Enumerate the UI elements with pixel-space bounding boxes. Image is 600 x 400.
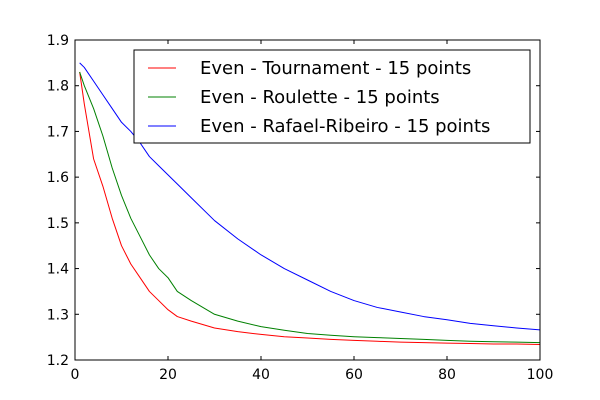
- x-tick-label: 20: [159, 367, 177, 383]
- legend-label-1: Even - Tournament - 15 points: [200, 58, 471, 79]
- ticks-layer: 0 20 40 60 80 100 1.2 1.3 1.4 1.5 1.6 1.7 1.8 1.9: [47, 33, 554, 383]
- y-tick-label: 1.2: [47, 353, 69, 369]
- series-line-2: [79, 71, 541, 344]
- x-tick-label: 100: [527, 367, 554, 383]
- y-tick-label: 1.5: [47, 216, 69, 232]
- legend: Even - Tournament - 15 points Even - Roul…: [133, 49, 531, 144]
- series-line-1: [79, 71, 541, 345]
- y-tick-label: 1.3: [47, 307, 69, 323]
- legend-label-2: Even - Roulette - 15 points: [200, 87, 440, 108]
- y-tick-label: 1.7: [47, 124, 69, 140]
- x-tick-label: 60: [345, 367, 363, 383]
- y-tick-label: 1.9: [47, 33, 69, 49]
- series-layer: [79, 62, 541, 345]
- x-tick-label: 40: [252, 367, 270, 383]
- y-tick-label: 1.6: [47, 170, 69, 186]
- x-tick-label: 80: [438, 367, 456, 383]
- legend-box: [133, 49, 531, 144]
- x-tick-label: 0: [71, 367, 80, 383]
- legend-label-3: Even - Rafael-Ribeiro - 15 points: [200, 116, 490, 137]
- series-line-3: [79, 62, 541, 331]
- y-tick-label: 1.4: [47, 262, 69, 278]
- plot-frame: [74, 39, 541, 361]
- y-tick-label: 1.8: [47, 79, 69, 95]
